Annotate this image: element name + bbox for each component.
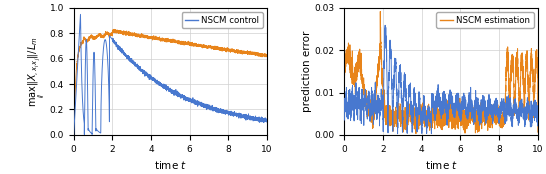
Legend: NSCM control: NSCM control bbox=[181, 12, 263, 28]
Y-axis label: $\max_{ij} \|X_{,x_ix_j}\| / L_m$: $\max_{ij} \|X_{,x_ix_j}\| / L_m$ bbox=[27, 36, 47, 107]
Y-axis label: prediction error: prediction error bbox=[302, 31, 312, 112]
X-axis label: time $t$: time $t$ bbox=[154, 159, 187, 171]
X-axis label: time $t$: time $t$ bbox=[425, 159, 458, 171]
Legend: NSCM estimation: NSCM estimation bbox=[436, 12, 533, 28]
